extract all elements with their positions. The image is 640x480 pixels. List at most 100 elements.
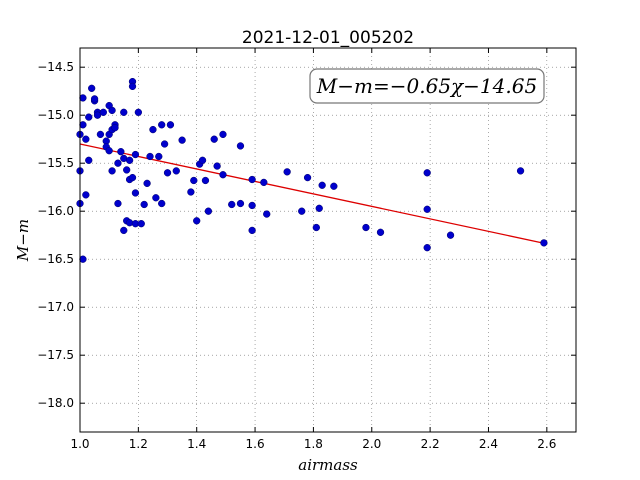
x-tick-label: 1.0: [70, 437, 89, 451]
data-point: [260, 178, 268, 187]
data-point: [131, 189, 140, 197]
data-point: [446, 231, 455, 239]
data-point: [158, 121, 166, 129]
data-point: [114, 159, 122, 167]
data-point: [190, 176, 198, 185]
data-point: [193, 217, 201, 225]
data-point: [248, 201, 256, 210]
data-point: [228, 200, 236, 209]
data-point: [303, 173, 312, 182]
y-tick-label: −15.0: [37, 108, 74, 122]
data-point: [298, 207, 306, 215]
data-point: [423, 244, 431, 252]
data-point: [131, 150, 140, 159]
data-point: [134, 108, 143, 116]
x-tick-label: 1.8: [304, 437, 323, 451]
y-tick-label: −15.5: [37, 156, 74, 170]
x-tick-label: 1.2: [129, 437, 148, 451]
data-point: [248, 175, 256, 184]
data-point: [248, 226, 256, 235]
data-point: [152, 194, 160, 202]
y-tick-label: −18.0: [37, 396, 74, 410]
data-point: [108, 106, 116, 115]
data-point: [219, 130, 227, 139]
data-point: [236, 142, 245, 150]
data-point: [187, 188, 195, 196]
data-point: [140, 200, 148, 209]
data-point: [117, 148, 125, 156]
plot-frame: [79, 47, 577, 433]
data-point: [143, 179, 151, 188]
data-point: [82, 135, 90, 143]
y-tick-label: −14.5: [37, 60, 74, 74]
y-tick-label: −17.0: [37, 300, 74, 314]
data-point: [263, 210, 271, 218]
data-point: [315, 204, 323, 212]
data-point: [158, 199, 166, 208]
data-point: [376, 228, 385, 236]
data-point: [105, 147, 113, 155]
data-point: [198, 156, 207, 164]
x-tick-label: 2.0: [362, 437, 381, 451]
x-tick-label: 2.4: [479, 437, 498, 451]
data-point: [128, 82, 137, 91]
data-point: [120, 108, 128, 116]
data-point: [236, 199, 245, 208]
data-point: [516, 167, 525, 175]
data-point: [172, 167, 180, 175]
data-point: [163, 169, 172, 177]
data-point: [120, 226, 128, 235]
y-axis-label: M−m: [14, 219, 32, 262]
data-point: [423, 205, 431, 213]
data-point: [96, 130, 105, 139]
data-point: [85, 113, 93, 121]
data-point: [283, 168, 291, 176]
data-point: [90, 95, 99, 103]
data-point: [111, 124, 119, 132]
data-point: [88, 84, 96, 92]
data-point: [79, 121, 87, 129]
y-tick-label: −16.0: [37, 204, 74, 218]
data-point: [540, 239, 548, 247]
data-point: [318, 181, 326, 189]
data-point: [85, 156, 93, 164]
y-tick-label: −16.5: [37, 252, 74, 266]
data-point: [146, 152, 154, 161]
data-point: [362, 223, 370, 232]
y-tick-label: −17.5: [37, 348, 74, 362]
data-point: [82, 191, 90, 199]
data-point: [178, 136, 186, 144]
grid: [79, 48, 576, 432]
data-point: [330, 182, 338, 190]
annotation-text: M−m=−0.65χ−14.65: [316, 74, 537, 98]
data-point: [160, 140, 169, 148]
x-tick-label: 1.4: [187, 437, 206, 451]
data-point: [79, 255, 87, 263]
fit-line: [79, 143, 545, 244]
data-point: [210, 135, 218, 143]
data-point: [93, 111, 102, 119]
data-point: [123, 166, 131, 174]
fit-equation-annotation: M−m=−0.65χ−14.65: [309, 68, 545, 104]
data-points: [76, 77, 548, 263]
data-point: [99, 108, 107, 116]
data-point: [125, 156, 134, 164]
axis-ticks: 1.0 1.2 1.4 1.6 1.8 2.0 2.2 2.4 2.6 −14.5 −15.0 −15…: [37, 48, 576, 451]
data-point: [201, 176, 210, 185]
data-point: [166, 121, 175, 129]
data-point: [213, 162, 221, 170]
data-point: [137, 220, 145, 228]
data-point: [114, 199, 122, 208]
x-tick-label: 2.6: [537, 437, 556, 451]
x-tick-label: 1.6: [246, 437, 265, 451]
data-point: [155, 152, 163, 161]
fit-line-group: [79, 143, 545, 244]
data-point: [204, 207, 213, 215]
data-point: [312, 223, 320, 232]
chart-title: 2021-12-01_005202: [242, 28, 414, 48]
data-point: [128, 173, 137, 182]
x-tick-label: 2.2: [421, 437, 440, 451]
data-point: [79, 94, 87, 102]
x-axis-label: airmass: [298, 456, 358, 474]
